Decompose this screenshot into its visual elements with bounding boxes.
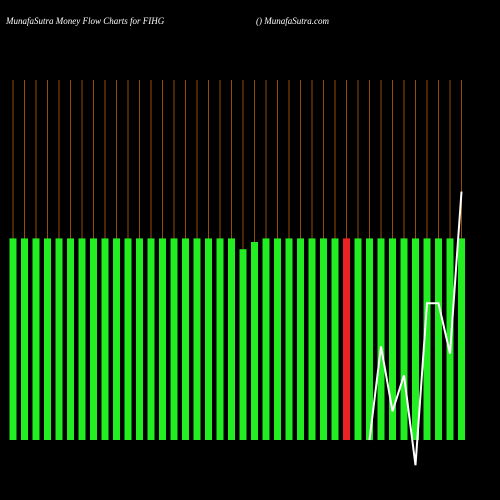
bar: [377, 238, 385, 440]
bar: [308, 238, 316, 440]
chart-title: MunafaSutra Money Flow Charts for FIHG: [5, 16, 165, 26]
bar: [320, 238, 327, 440]
bar: [239, 249, 247, 440]
bar: [251, 242, 258, 440]
bar: [21, 238, 28, 440]
bar: [228, 238, 235, 440]
bar: [159, 238, 166, 440]
bar: [101, 238, 109, 440]
bar: [90, 238, 97, 440]
bar: [113, 238, 120, 440]
bar: [389, 238, 396, 440]
bar: [343, 238, 350, 440]
bar: [354, 238, 362, 440]
bar: [274, 238, 281, 440]
bar: [147, 238, 155, 440]
bar: [216, 238, 224, 440]
bar: [170, 238, 178, 440]
bar: [32, 238, 40, 440]
bar: [205, 238, 212, 440]
bar: [423, 238, 431, 440]
bar: [435, 238, 442, 440]
chart-subtitle: () MunafaSutra.com: [256, 16, 329, 26]
line: [368, 191, 463, 466]
bar: [331, 238, 339, 440]
bar: [400, 238, 408, 440]
bar: [9, 238, 17, 440]
bar: [44, 238, 51, 440]
bar: [285, 238, 293, 440]
bar: [136, 238, 143, 440]
bar: [67, 238, 74, 440]
bar: [124, 238, 132, 440]
bar: [412, 238, 419, 440]
bar: [78, 238, 86, 440]
bar: [55, 238, 63, 440]
bar: [446, 238, 454, 440]
bar: [182, 238, 189, 440]
bar: [262, 238, 270, 440]
bar: [366, 238, 373, 440]
bar: [297, 238, 304, 440]
bar: [193, 238, 201, 440]
bar: [458, 238, 465, 440]
